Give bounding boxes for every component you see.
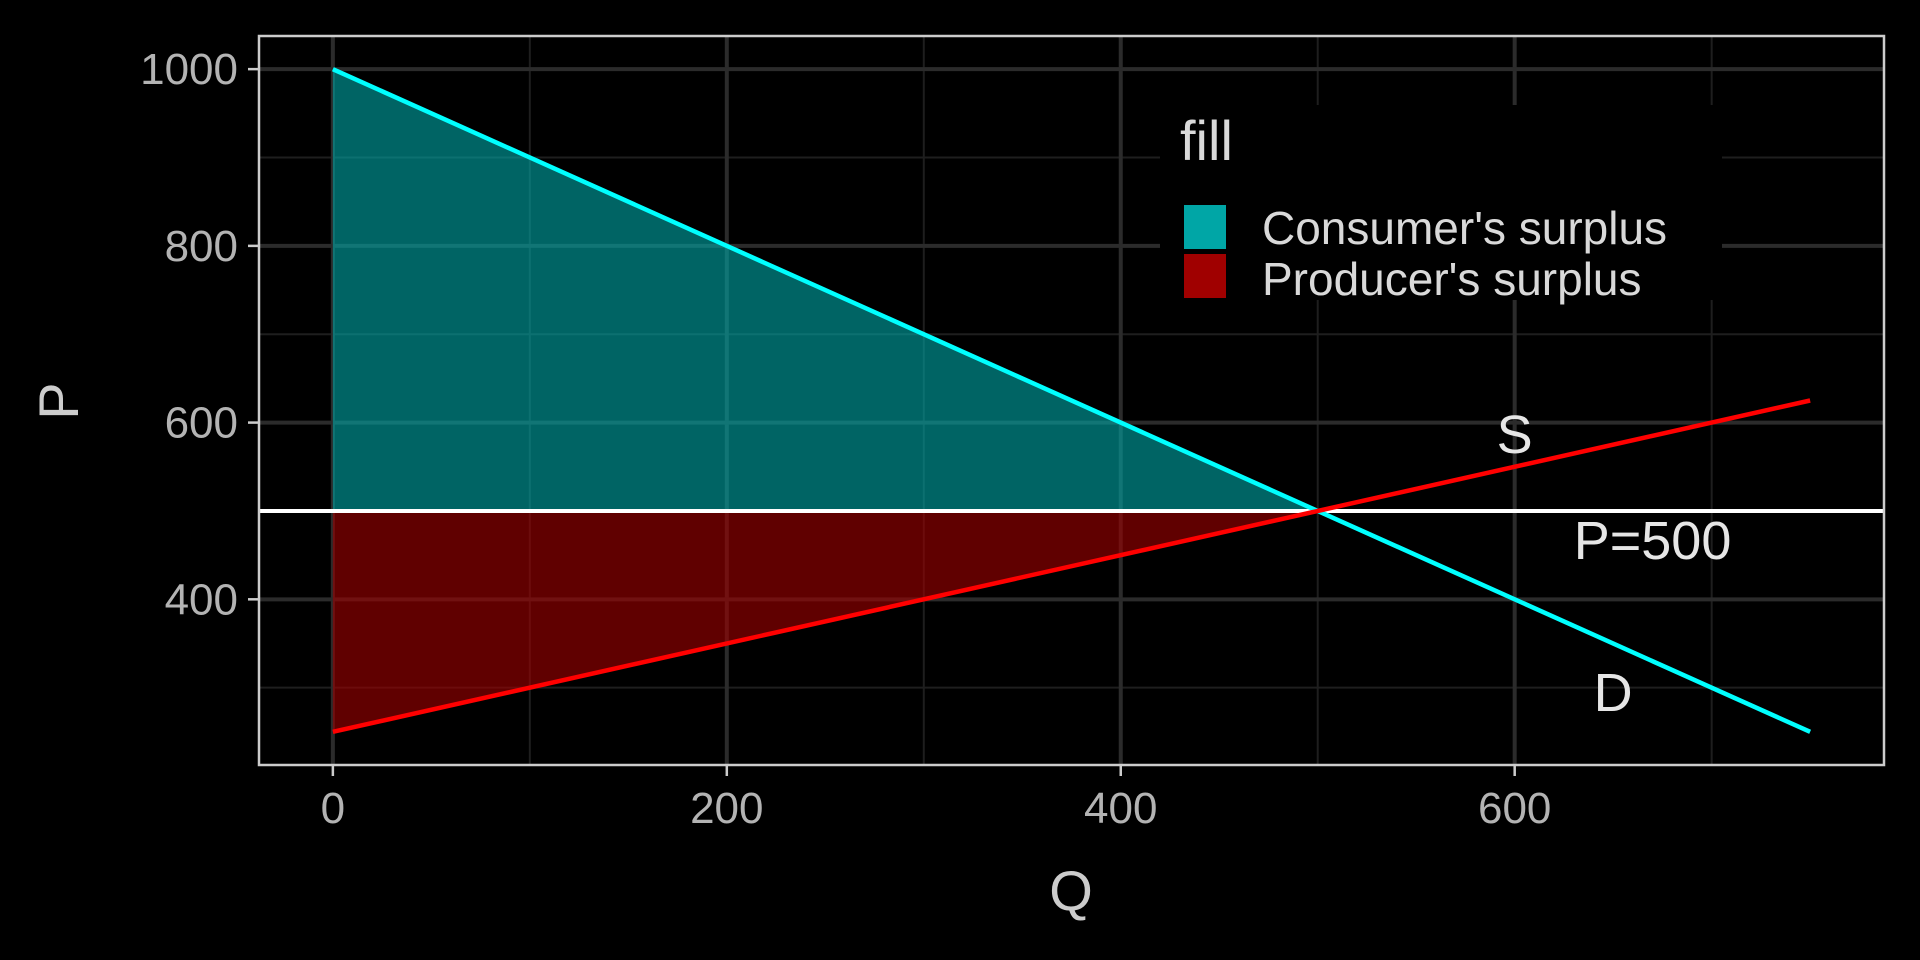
plot-border <box>257 34 1886 767</box>
supply-label: S <box>1497 405 1533 465</box>
legend-label-consumer: Consumer's surplus <box>1262 202 1667 254</box>
legend-key-producer <box>1184 254 1226 298</box>
x-tick-label: 200 <box>690 784 763 833</box>
y-tick-label: 400 <box>165 575 238 624</box>
legend: fill Consumer's surplus Producer's surpl… <box>1160 105 1722 305</box>
y-tick-label: 800 <box>165 222 238 271</box>
price-label: P=500 <box>1574 511 1732 571</box>
y-tick-label: 1000 <box>140 45 238 94</box>
legend-title: fill <box>1180 109 1233 172</box>
y-axis-title: P <box>27 382 90 419</box>
x-tick-label: 600 <box>1478 784 1551 833</box>
supply-curve <box>332 398 1811 735</box>
x-tick-label: 400 <box>1084 784 1157 833</box>
x-axis-title: Q <box>1049 859 1093 922</box>
demand-curve <box>331 67 1812 734</box>
x-tick-label: 0 <box>321 784 345 833</box>
y-tick-label: 600 <box>165 399 238 448</box>
legend-background <box>1160 105 1722 300</box>
legend-label-producer: Producer's surplus <box>1262 253 1642 305</box>
annotations: S D P=500 <box>1497 405 1732 723</box>
legend-key-consumer <box>1184 205 1226 249</box>
curves <box>331 67 1812 735</box>
axes: 0 200 400 600 400 600 800 1000 <box>140 45 1551 833</box>
demand-label: D <box>1594 663 1633 723</box>
